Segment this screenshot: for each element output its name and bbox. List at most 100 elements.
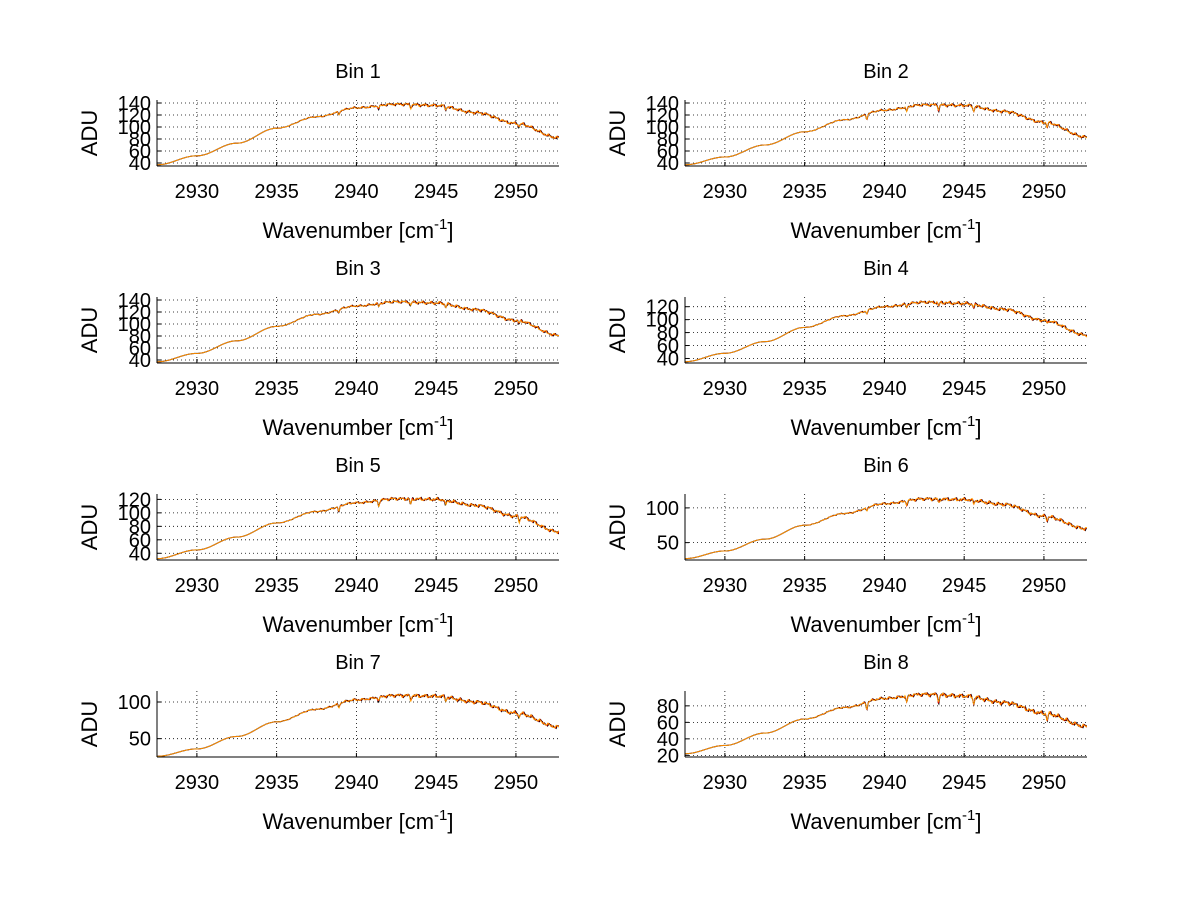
y-tick-label: 80 — [129, 129, 151, 151]
y-tick-label: 40 — [129, 543, 151, 565]
x-tick-label: 2945 — [414, 378, 459, 400]
x-axis-label-sup: -1 — [962, 413, 975, 430]
x-tick-label: 2940 — [334, 575, 379, 597]
y-tick-label: 60 — [129, 141, 151, 163]
x-tick-label: 2945 — [942, 575, 987, 597]
series-line-model — [685, 497, 1087, 560]
x-axis-label-main: Wavenumber [cm — [262, 218, 434, 243]
y-axis-label: ADU — [77, 701, 102, 747]
series-line-spectrum — [685, 692, 1087, 755]
y-tick-label: 100 — [646, 498, 679, 520]
subplot-title: Bin 3 — [335, 258, 381, 280]
y-tick-label: 100 — [646, 117, 679, 139]
y-tick-label: 100 — [118, 692, 151, 714]
x-tick-label: 2935 — [782, 772, 827, 794]
series-line-fit — [157, 496, 559, 560]
y-tick-label: 100 — [646, 310, 679, 332]
x-tick-label: 2935 — [782, 575, 827, 597]
x-axis-label: Wavenumber [cm-1] — [790, 413, 981, 440]
y-tick-label: 140 — [118, 93, 151, 115]
x-tick-label: 2935 — [254, 772, 299, 794]
y-tick-label: 100 — [118, 503, 151, 525]
x-tick-label: 2935 — [254, 378, 299, 400]
x-axis-label-end: ] — [447, 612, 453, 637]
subplot-bin-1: Bin 1 2930 2935 2940 2945 2950 406080100120140… — [77, 61, 559, 243]
subplot-bin-2: Bin 2 2930 2935 2940 2945 2950 406080100120140… — [605, 61, 1087, 243]
x-axis-label-end: ] — [447, 809, 453, 834]
x-axis-label-main: Wavenumber [cm — [790, 415, 962, 440]
y-axis-label: ADU — [77, 307, 102, 353]
x-tick-label: 2940 — [334, 378, 379, 400]
series-line-spectrum — [157, 102, 559, 166]
y-tick-label: 60 — [657, 141, 679, 163]
x-axis-label-end: ] — [447, 218, 453, 243]
x-tick-label: 2950 — [1022, 575, 1067, 597]
subplot-title: Bin 5 — [335, 455, 381, 477]
y-tick-label: 100 — [118, 117, 151, 139]
x-axis-label: Wavenumber [cm-1] — [790, 610, 981, 637]
series-line-fit — [685, 497, 1087, 560]
y-tick-label: 60 — [657, 336, 679, 358]
x-axis-label-sup: -1 — [434, 610, 447, 627]
x-tick-label: 2945 — [942, 378, 987, 400]
y-axis-label: ADU — [605, 307, 630, 353]
x-axis-label: Wavenumber [cm-1] — [790, 216, 981, 243]
x-tick-label: 2935 — [254, 181, 299, 203]
x-axis-label-main: Wavenumber [cm — [262, 809, 434, 834]
x-tick-label: 2935 — [254, 575, 299, 597]
x-tick-label: 2940 — [334, 772, 379, 794]
x-axis-label-main: Wavenumber [cm — [262, 612, 434, 637]
x-axis-label-sup: -1 — [434, 216, 447, 233]
x-axis-label-end: ] — [975, 218, 981, 243]
y-tick-label: 60 — [129, 338, 151, 360]
x-axis-label-main: Wavenumber [cm — [790, 218, 962, 243]
x-axis-label-sup: -1 — [962, 610, 975, 627]
x-tick-label: 2950 — [1022, 181, 1067, 203]
x-axis-label: Wavenumber [cm-1] — [262, 807, 453, 834]
x-axis-label-main: Wavenumber [cm — [790, 612, 962, 637]
series-line-model — [157, 693, 559, 757]
x-tick-label: 2930 — [703, 378, 748, 400]
x-axis-label-sup: -1 — [962, 216, 975, 233]
x-axis-label: Wavenumber [cm-1] — [790, 807, 981, 834]
series-line-model — [685, 300, 1087, 363]
subplot-bin-6: Bin 6 2930 2935 2940 2945 2950 50 100 ADU Wavenum… — [605, 455, 1087, 637]
x-tick-label: 2935 — [782, 378, 827, 400]
y-tick-label: 40 — [129, 350, 151, 372]
x-tick-label: 2930 — [175, 772, 220, 794]
y-tick-label: 120 — [118, 105, 151, 127]
subplot-bin-3: Bin 3 2930 2935 2940 2945 2950 406080100120140… — [77, 258, 559, 440]
series-line-model — [685, 692, 1087, 755]
y-tick-label: 50 — [129, 729, 151, 751]
x-tick-label: 2950 — [494, 378, 539, 400]
x-tick-label: 2945 — [942, 181, 987, 203]
subplot-title: Bin 6 — [863, 455, 909, 477]
y-tick-label: 120 — [646, 105, 679, 127]
x-tick-label: 2945 — [414, 181, 459, 203]
x-tick-label: 2940 — [862, 378, 907, 400]
y-tick-label: 100 — [118, 314, 151, 336]
series-line-spectrum — [157, 300, 559, 363]
x-tick-label: 2950 — [494, 772, 539, 794]
x-axis-label: Wavenumber [cm-1] — [262, 216, 453, 243]
x-tick-label: 2930 — [703, 181, 748, 203]
x-tick-label: 2930 — [175, 575, 220, 597]
series-line-spectrum — [157, 496, 559, 560]
x-axis-label-main: Wavenumber [cm — [790, 809, 962, 834]
series-line-fit — [157, 693, 559, 757]
x-tick-label: 2940 — [862, 575, 907, 597]
x-tick-label: 2950 — [494, 181, 539, 203]
subplot-bin-7: Bin 7 2930 2935 2940 2945 2950 50 100 ADU Wavenum… — [77, 652, 559, 834]
series-line-fit — [685, 300, 1087, 363]
series-line-fit — [157, 102, 559, 166]
y-tick-label: 20 — [657, 745, 679, 767]
subplot-title: Bin 1 — [335, 61, 381, 83]
x-tick-label: 2950 — [494, 575, 539, 597]
x-tick-label: 2935 — [782, 181, 827, 203]
series-line-spectrum — [685, 102, 1087, 166]
y-tick-label: 40 — [129, 153, 151, 175]
x-axis-label-end: ] — [447, 415, 453, 440]
y-tick-label: 50 — [657, 533, 679, 555]
